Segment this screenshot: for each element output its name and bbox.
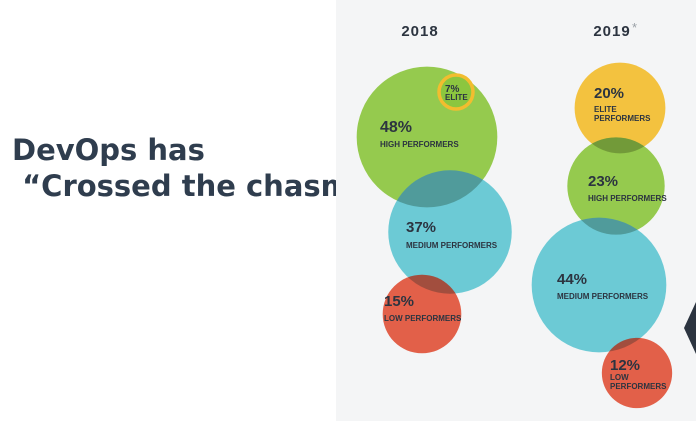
data-label-pct-low-0: 15%	[384, 293, 414, 310]
data-label-name-high-1: HIGH PERFORMERS	[588, 194, 667, 203]
year-footnote-star: *	[632, 20, 637, 35]
bubble-elite-1	[574, 62, 666, 154]
data-label-name-medium-0: MEDIUM PERFORMERS	[406, 241, 498, 250]
bubble-medium-0	[388, 170, 512, 294]
headline: DevOps has “Crossed the chasm”	[12, 132, 370, 204]
year-label-2019: 2019	[593, 23, 630, 40]
data-label-pct-low-1: 12%	[610, 357, 640, 374]
data-label-name-low-0: LOW PERFORMERS	[384, 314, 462, 323]
data-label-pct-medium-0: 37%	[406, 219, 436, 236]
bubble-high-1	[567, 137, 665, 235]
bubble-elite-0	[437, 73, 475, 111]
next-arrow-icon	[684, 302, 696, 354]
year-label-2018: 2018	[401, 23, 438, 40]
data-label-name-medium-1: MEDIUM PERFORMERS	[557, 292, 649, 301]
bubble-medium-1	[531, 217, 667, 353]
data-label-name-elite-1: PERFORMERS	[594, 114, 651, 123]
bubble-low-1	[601, 337, 673, 409]
data-label-pct-high-0: 48%	[380, 119, 412, 136]
data-label-name-high-0: HIGH PERFORMERS	[380, 140, 459, 149]
data-label-name-elite-1: ELITE	[594, 105, 617, 114]
bubble-chart-panel: 2018 2019 * 48% HIGH PERFORMERS 7% ELITE 37% MED…	[336, 0, 696, 421]
headline-panel: DevOps has “Crossed the chasm”	[0, 0, 370, 421]
data-label-pct-elite-1: 20%	[594, 85, 624, 102]
data-label-name-low-1: PERFORMERS	[610, 382, 667, 391]
data-label-pct-elite-0: 7%	[445, 84, 460, 95]
data-label-pct-medium-1: 44%	[557, 271, 587, 288]
bubble-chart: 2018 2019 *48%HIGH PERFORMERS7%ELITE37%MED…	[356, 20, 673, 409]
data-label-name-elite-0: ELITE	[445, 93, 468, 102]
data-label-pct-high-1: 23%	[588, 173, 618, 190]
data-label-name-low-1: LOW	[610, 373, 629, 382]
headline-line-1: DevOps has	[12, 133, 205, 167]
bubble-low-0	[382, 274, 462, 354]
headline-line-2: “Crossed the chasm”	[12, 169, 370, 203]
